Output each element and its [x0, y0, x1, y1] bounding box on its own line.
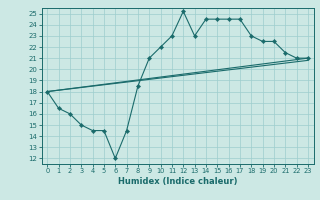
X-axis label: Humidex (Indice chaleur): Humidex (Indice chaleur) — [118, 177, 237, 186]
